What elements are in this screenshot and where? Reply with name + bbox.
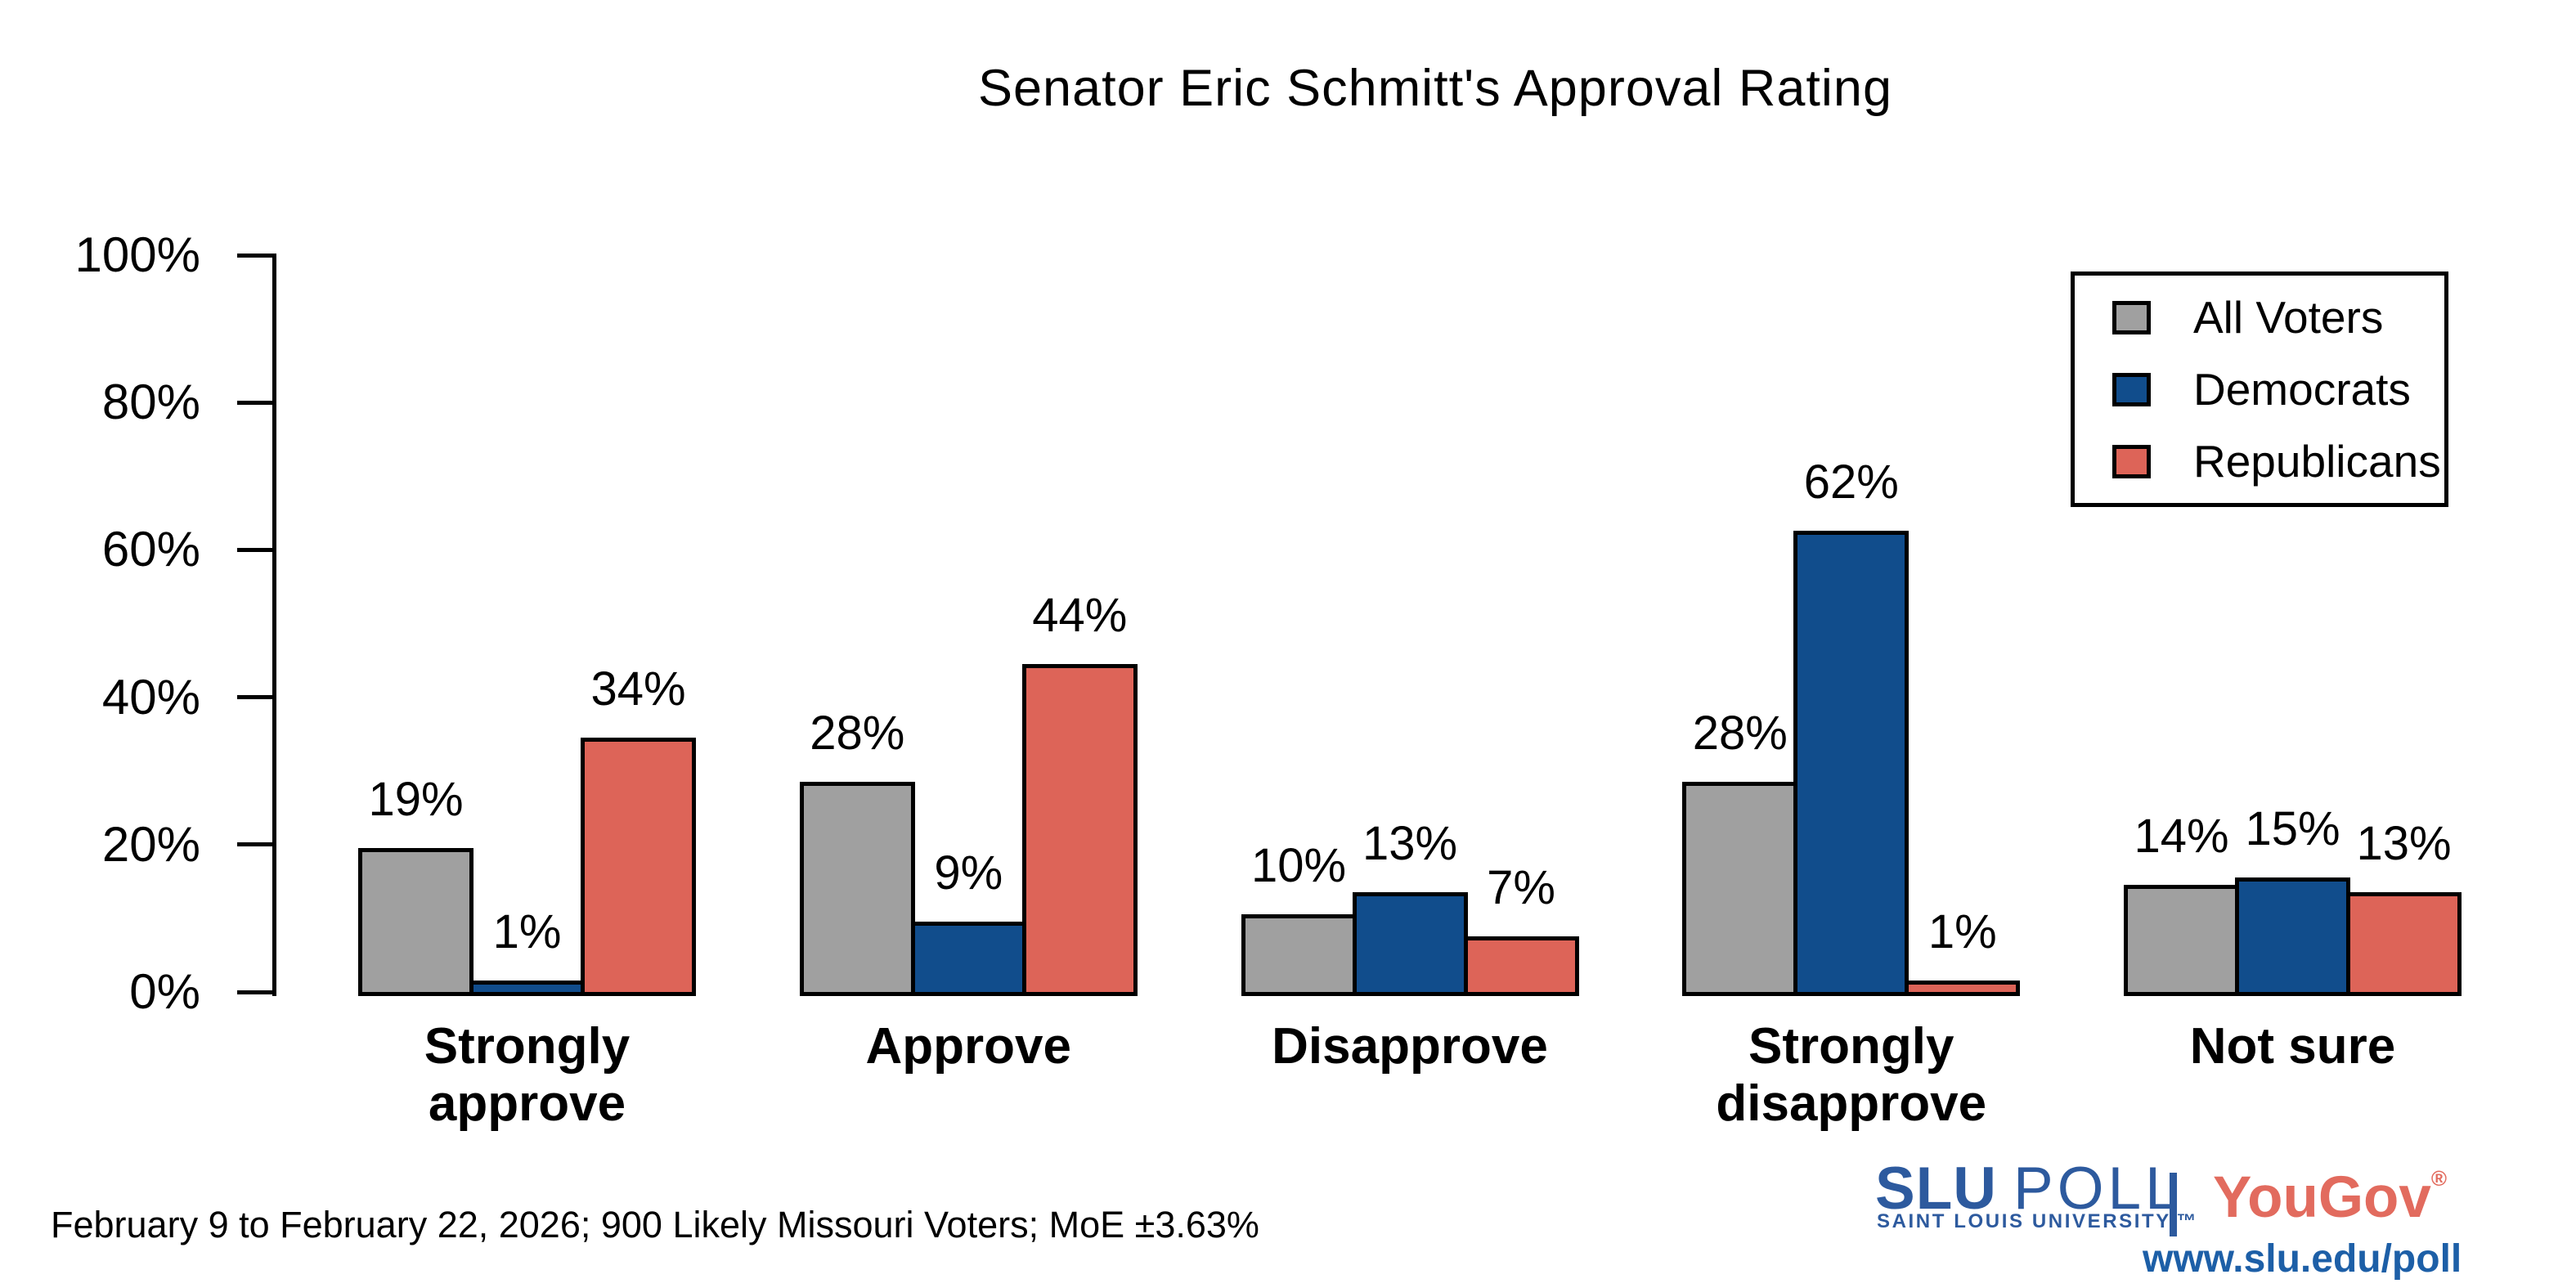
slu-logo-text: SLU <box>1875 1156 1997 1222</box>
y-tick-label: 0% <box>129 964 200 1019</box>
bar-value-label: 7% <box>1487 860 1555 914</box>
legend-row: Democrats <box>2112 363 2444 415</box>
legend-swatch-icon <box>2112 372 2151 406</box>
legend-row: Republicans <box>2112 435 2444 487</box>
bar-democrats <box>1793 531 1910 996</box>
chart-title: Senator Eric Schmitt's Approval Rating <box>977 60 1892 117</box>
y-tick-mark <box>237 990 276 994</box>
bar-republicans <box>1463 936 1579 996</box>
bar-value-label: 9% <box>934 846 1003 900</box>
footer-note: February 9 to February 22, 2026; 900 Lik… <box>51 1204 1259 1245</box>
y-tick-mark <box>237 695 276 700</box>
y-tick-label: 100% <box>74 227 200 282</box>
y-tick-mark <box>237 253 276 258</box>
y-tick-label: 40% <box>101 669 200 725</box>
bar-value-label: 62% <box>1803 456 1899 509</box>
bar-all-voters <box>1682 781 1798 996</box>
bar-all-voters <box>1241 913 1357 996</box>
poll-logo-text: POLL <box>2013 1156 2183 1222</box>
bar-value-label: 13% <box>2356 816 2452 870</box>
bar-all-voters <box>2124 884 2239 996</box>
y-tick-mark <box>237 547 276 552</box>
category-label: Approve <box>865 1018 1071 1075</box>
slu-university-text: SAINT LOUIS UNIVERSITY.™ <box>1877 1210 2199 1232</box>
y-tick-mark <box>237 842 276 847</box>
bar-value-label: 28% <box>1692 706 1788 760</box>
bar-republicans <box>2346 891 2462 996</box>
y-tick-label: 20% <box>101 816 200 872</box>
registered-mark-icon: ® <box>2430 1166 2448 1191</box>
legend-label: Republicans <box>2193 436 2441 487</box>
bar-value-label: 34% <box>590 662 686 716</box>
y-tick-mark <box>237 400 276 405</box>
bar-democrats <box>1352 891 1468 996</box>
bar-value-label: 1% <box>492 904 562 958</box>
legend: All Voters Democrats Republicans <box>2071 272 2448 507</box>
bar-value-label: 15% <box>2245 801 2340 855</box>
bar-value-label: 13% <box>1362 816 1458 870</box>
legend-label: Democrats <box>2193 364 2411 415</box>
bar-democrats <box>2235 877 2350 996</box>
y-tick-label: 60% <box>101 522 200 577</box>
bar-all-voters <box>358 847 473 996</box>
bar-value-label: 10% <box>1250 838 1347 892</box>
bar-republicans <box>1021 663 1138 996</box>
bar-value-label: 14% <box>2134 809 2229 863</box>
bar-value-label: 44% <box>1032 588 1128 642</box>
legend-swatch-icon <box>2112 300 2151 334</box>
category-label: Strongly approve <box>424 1018 631 1133</box>
legend-label: All Voters <box>2193 292 2384 343</box>
slu-poll-url: www.slu.edu/poll <box>2143 1237 2462 1281</box>
category-label: Disapprove <box>1272 1018 1548 1075</box>
y-axis-line <box>272 254 276 996</box>
bar-democrats <box>469 980 585 996</box>
slu-poll-logo: SLU POLL <box>1875 1155 2183 1223</box>
bar-value-label: 1% <box>1928 904 1997 958</box>
legend-row: All Voters <box>2112 291 2444 343</box>
bar-value-label: 28% <box>810 706 905 760</box>
bar-democrats <box>910 921 1026 996</box>
category-label: Strongly disapprove <box>1716 1018 1987 1133</box>
logo-separator-bar <box>2170 1173 2177 1236</box>
bar-value-label: 19% <box>368 772 464 826</box>
legend-swatch-icon <box>2112 444 2151 478</box>
y-tick-label: 80% <box>101 375 200 430</box>
category-label: Not sure <box>2189 1018 2396 1075</box>
yougov-logo: YouGov® <box>2213 1165 2447 1231</box>
bar-all-voters <box>799 781 915 996</box>
yougov-logo-text: YouGov <box>2213 1165 2431 1230</box>
bar-republicans <box>1905 980 2021 996</box>
bar-republicans <box>581 737 696 996</box>
